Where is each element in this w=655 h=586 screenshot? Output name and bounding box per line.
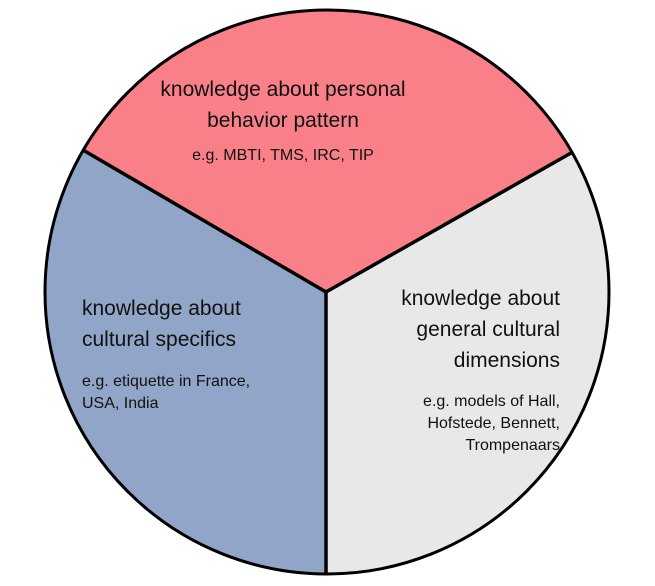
segment-example-line: e.g. models of Hall,	[423, 393, 560, 410]
segment-heading-line: knowledge about	[401, 287, 560, 310]
segment-heading-line: behavior pattern	[207, 109, 359, 132]
segment-heading-line: general cultural	[416, 318, 560, 341]
segment-general-dimensions-text: knowledge about general cultural dimensi…	[330, 283, 560, 457]
segment-heading-line: dimensions	[453, 349, 560, 372]
segment-heading-line: cultural specifics	[82, 328, 237, 351]
segment-general-dimensions	[326, 153, 608, 574]
segment-cultural-specifics-text: knowledge about cultural specifics e.g. …	[82, 293, 322, 415]
segment-example-line: Trompenaars	[465, 437, 560, 454]
divider-upper-left	[82, 148, 327, 294]
segment-example: e.g. MBTI, TMS, IRC, TIP	[192, 147, 374, 164]
segment-example-line: Hofstede, Bennett,	[427, 415, 560, 432]
divider-upper-right	[325, 151, 572, 294]
segment-cultural-specifics	[44, 150, 326, 574]
segment-personal-behavior-text: knowledge about personal behavior patter…	[130, 74, 436, 167]
segment-example-line: USA, India	[82, 395, 159, 412]
segment-heading-line: knowledge about personal	[160, 78, 406, 101]
segment-example-line: e.g. etiquette in France,	[82, 373, 251, 390]
segment-heading-line: knowledge about	[82, 297, 241, 320]
